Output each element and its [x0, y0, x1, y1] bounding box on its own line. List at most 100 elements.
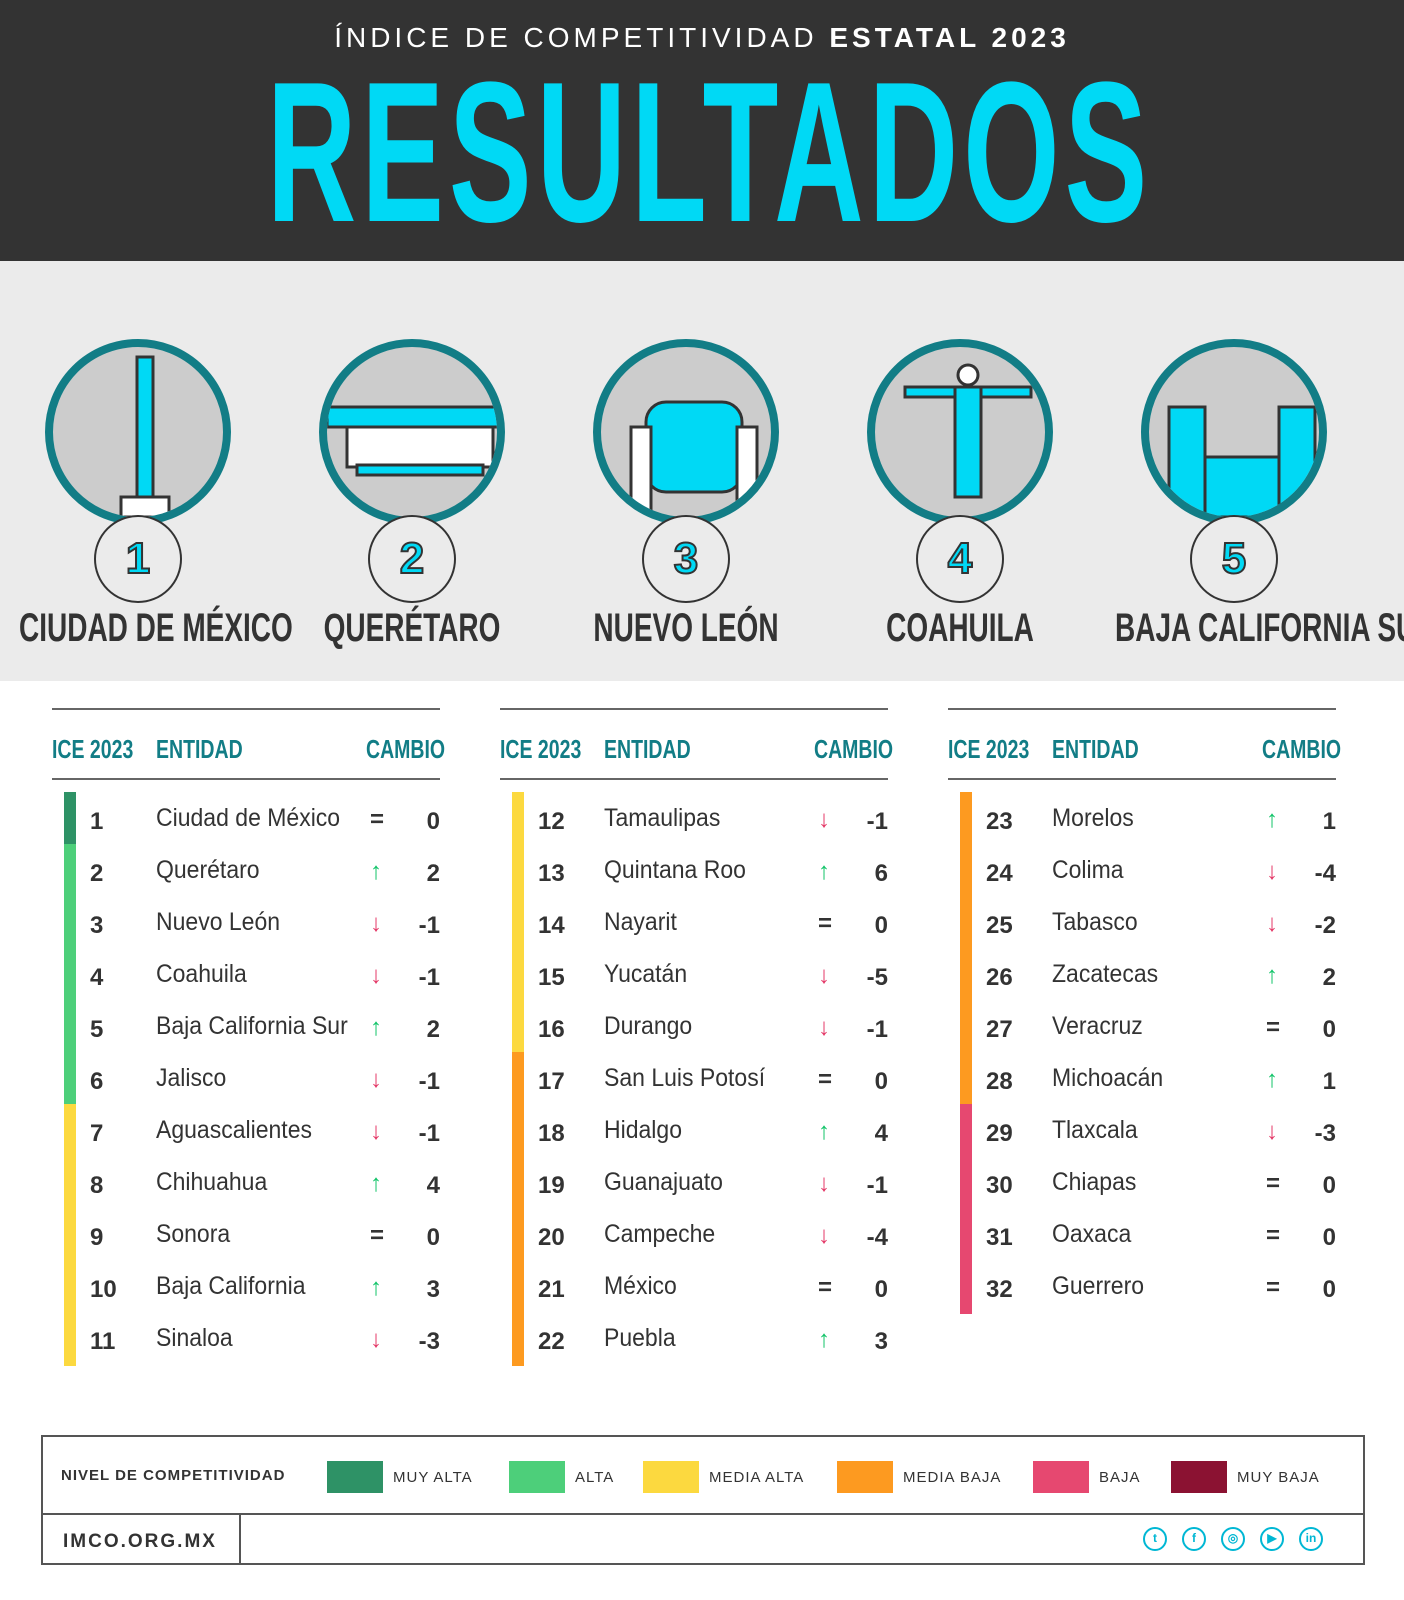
legend-swatch — [1033, 1461, 1089, 1493]
rank: 14 — [538, 912, 565, 939]
equals-icon: = — [370, 1222, 385, 1249]
linkedin-icon[interactable]: in — [1299, 1527, 1323, 1551]
table-row: 22 Puebla ↑ 3 — [500, 1312, 888, 1372]
table-row: 19 Guanajuato ↓ -1 — [500, 1156, 888, 1216]
change-value: 0 — [426, 1224, 440, 1251]
level-indicator — [64, 1260, 76, 1314]
table-row: 8 Chihuahua ↑ 4 — [52, 1156, 440, 1216]
entity-name: Durango — [604, 1012, 693, 1040]
table-row: 25 Tabasco ↓ -2 — [948, 896, 1336, 956]
level-indicator — [512, 1052, 524, 1106]
top-five-podium: 1 CIUDAD DE MÉXICO 2 QUERÉTARO 3 NUEVO L… — [0, 261, 1404, 681]
legend-swatch — [327, 1461, 383, 1493]
divider — [52, 778, 440, 780]
level-indicator — [64, 1156, 76, 1210]
level-indicator — [960, 948, 972, 1002]
header-rank: ICE 2023 — [52, 734, 134, 764]
twitter-icon[interactable]: t — [1143, 1527, 1167, 1551]
legend: NIVEL DE COMPETITIVIDAD IMCO.ORG.MX MUY … — [41, 1435, 1365, 1565]
rank: 13 — [538, 860, 565, 887]
arrow-down-icon: ↓ — [1266, 1118, 1278, 1145]
angel-independencia-icon — [45, 339, 231, 525]
level-indicator — [512, 792, 524, 846]
rank: 19 — [538, 1172, 565, 1199]
level-indicator — [512, 1104, 524, 1158]
rank: 4 — [90, 964, 104, 991]
entity-name: Puebla — [604, 1324, 676, 1352]
header-entity: ENTIDAD — [1052, 734, 1139, 764]
equals-icon: = — [818, 910, 833, 937]
arrow-up-icon: ↑ — [1266, 1066, 1278, 1093]
level-indicator — [64, 1052, 76, 1106]
facebook-icon[interactable]: f — [1182, 1527, 1206, 1551]
level-indicator — [64, 1208, 76, 1262]
level-indicator — [512, 1000, 524, 1054]
rank: 8 — [90, 1172, 104, 1199]
rank: 23 — [986, 808, 1013, 835]
arrow-up-icon: ↑ — [370, 1014, 382, 1041]
change-value: 2 — [426, 1016, 440, 1043]
rank: 25 — [986, 912, 1013, 939]
change-value: -1 — [418, 964, 440, 991]
table-row: 7 Aguascalientes ↓ -1 — [52, 1104, 440, 1164]
change-value: -1 — [418, 1068, 440, 1095]
header-change: CAMBIO — [1262, 734, 1342, 764]
legend-swatch — [509, 1461, 565, 1493]
table-row: 23 Morelos ↑ 1 — [948, 792, 1336, 852]
cristo-icon — [867, 339, 1053, 525]
arrow-down-icon: ↓ — [1266, 910, 1278, 937]
level-indicator — [960, 1104, 972, 1158]
table-row: 17 San Luis Potosí = 0 — [500, 1052, 888, 1112]
change-value: 4 — [874, 1120, 888, 1147]
equals-icon: = — [1266, 1274, 1281, 1301]
level-indicator — [512, 896, 524, 950]
entity-name: Zacatecas — [1052, 960, 1159, 988]
rank: 5 — [90, 1016, 104, 1043]
change-value: -3 — [418, 1328, 440, 1355]
level-indicator — [64, 844, 76, 898]
arrow-down-icon: ↓ — [370, 1066, 382, 1093]
change-value: -3 — [1314, 1120, 1336, 1147]
rank: 29 — [986, 1120, 1013, 1147]
table-row: 1 Ciudad de México = 0 — [52, 792, 440, 852]
table-row: 27 Veracruz = 0 — [948, 1000, 1336, 1060]
table-row: 26 Zacatecas ↑ 2 — [948, 948, 1336, 1008]
entity-name: Aguascalientes — [156, 1116, 312, 1144]
table-row: 3 Nuevo León ↓ -1 — [52, 896, 440, 956]
level-indicator — [960, 1052, 972, 1106]
table-row: 12 Tamaulipas ↓ -1 — [500, 792, 888, 852]
entity-name: Ciudad de México — [156, 804, 341, 832]
table-row: 2 Querétaro ↑ 2 — [52, 844, 440, 904]
change-value: 0 — [874, 1068, 888, 1095]
change-value: 0 — [874, 1276, 888, 1303]
subtitle: ÍNDICE DE COMPETITIVIDAD ESTATAL 2023 — [334, 22, 1070, 53]
rank: 18 — [538, 1120, 565, 1147]
table-row: 10 Baja California ↑ 3 — [52, 1260, 440, 1320]
rank: 3 — [90, 912, 104, 939]
level-indicator — [960, 1000, 972, 1054]
level-indicator — [512, 1312, 524, 1366]
podium-state-name: BAJA CALIFORNIA SUR — [1115, 606, 1404, 650]
rank: 12 — [538, 808, 565, 835]
change-value: 0 — [1322, 1172, 1336, 1199]
rank: 21 — [538, 1276, 565, 1303]
podium-rank: 5 — [1190, 515, 1278, 603]
equals-icon: = — [370, 806, 385, 833]
rank: 1 — [90, 808, 104, 835]
table-row: 13 Quintana Roo ↑ 6 — [500, 844, 888, 904]
equals-icon: = — [1266, 1222, 1281, 1249]
website-link[interactable]: IMCO.ORG.MX — [63, 1531, 217, 1552]
change-value: -1 — [418, 1120, 440, 1147]
arrow-down-icon: ↓ — [1266, 858, 1278, 885]
change-value: -4 — [866, 1224, 888, 1251]
level-indicator — [512, 1156, 524, 1210]
level-indicator — [512, 844, 524, 898]
entity-name: Nuevo León — [156, 908, 281, 936]
podium-state-name: NUEVO LEÓN — [593, 606, 779, 650]
youtube-icon[interactable]: ▶ — [1260, 1527, 1284, 1551]
equals-icon: = — [1266, 1170, 1281, 1197]
instagram-icon[interactable]: ◎ — [1221, 1527, 1245, 1551]
level-indicator — [64, 896, 76, 950]
mission-church-icon — [1141, 339, 1327, 525]
header-rank: ICE 2023 — [500, 734, 582, 764]
